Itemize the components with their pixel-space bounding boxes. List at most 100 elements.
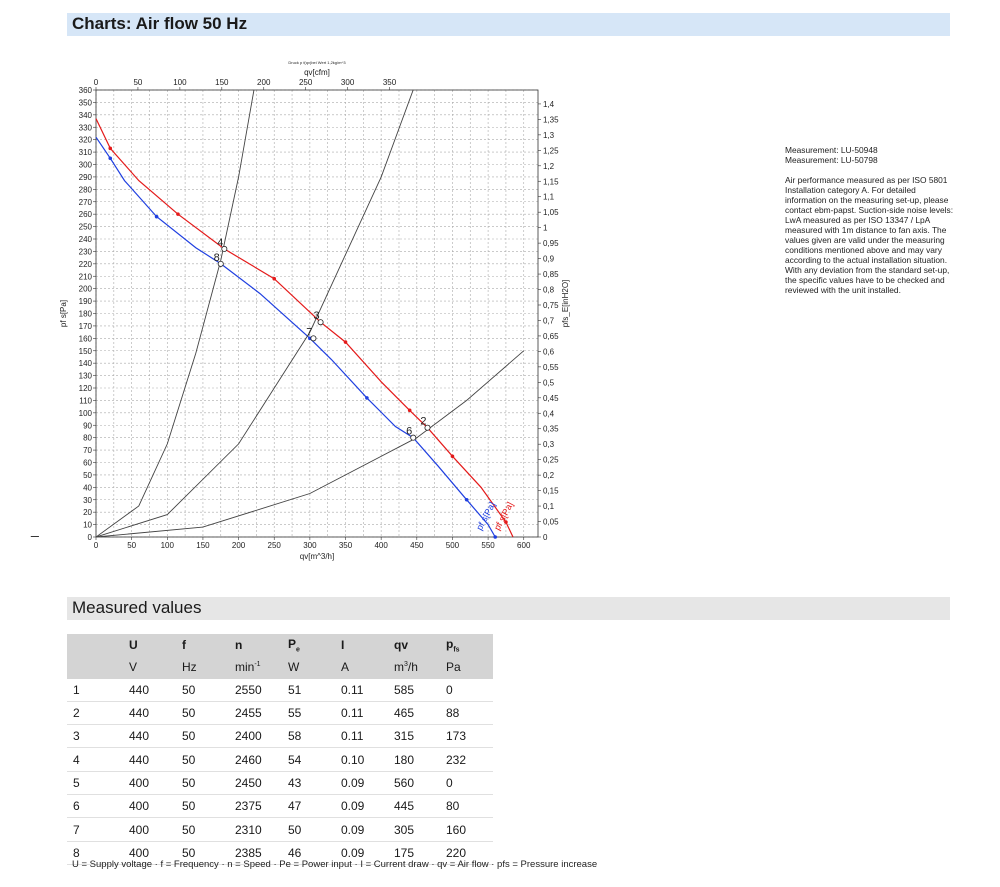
operating-point: [410, 434, 417, 441]
x2-tick-label: 150: [215, 78, 229, 87]
operating-point: [221, 245, 228, 252]
operating-point: [310, 335, 317, 342]
performance-curve: [95, 118, 514, 538]
table-cell: I: [335, 634, 388, 657]
y-tick-label: 330: [79, 123, 93, 132]
measurement-description: Air performance measured as per ISO 5801…: [785, 175, 954, 295]
y2-tick-label: 0,4: [543, 409, 555, 418]
table-row: 2 440 50 2455 55 0.11 465 88: [67, 701, 493, 726]
operating-point-label: 6: [406, 426, 412, 438]
table-cell: 585: [388, 678, 440, 702]
table-cell: 173: [440, 724, 493, 749]
table-cell: 400: [123, 817, 176, 842]
x-tick-label: 250: [268, 541, 282, 550]
curve-marker: [450, 454, 455, 459]
table-cell: pfs: [440, 634, 493, 657]
x-tick-label: 600: [517, 541, 531, 550]
x-tick-label: 200: [232, 541, 246, 550]
x-tick-label: 0: [94, 541, 99, 550]
table-cell: 50: [176, 841, 229, 865]
operating-point-label: 3: [313, 310, 319, 322]
x-tick-label: 450: [410, 541, 424, 550]
y-tick-label: 230: [79, 247, 93, 256]
y2-tick-label: 1,25: [543, 146, 559, 155]
table-cell: 0: [440, 771, 493, 796]
y-tick-label: 40: [83, 483, 92, 492]
table-cell: 440: [123, 724, 176, 749]
table-cell: [67, 634, 123, 657]
table-cell: 400: [123, 794, 176, 819]
x2-axis-label: qv[cfm]: [304, 68, 330, 77]
x-tick-label: 500: [446, 541, 460, 550]
y2-tick-label: 0,1: [543, 502, 555, 511]
table-cell: qv: [388, 634, 440, 657]
table-cell: 2460: [229, 747, 282, 772]
x2-tick-label: 0: [94, 78, 99, 87]
x-tick-label: 400: [374, 541, 388, 550]
table-cell: 2450: [229, 771, 282, 796]
table-cell: 0.11: [335, 724, 388, 749]
table-cell: 2550: [229, 678, 282, 702]
table-cell: 0: [440, 678, 493, 702]
y2-tick-label: 0,2: [543, 471, 555, 480]
y-tick-label: 30: [83, 496, 92, 505]
operating-point-label: 4: [217, 237, 223, 249]
y-tick-label: 20: [83, 508, 92, 517]
measurement-line: Measurement: LU-50798: [785, 155, 878, 165]
y-tick-label: 100: [79, 409, 93, 418]
curve-marker: [154, 214, 159, 219]
table-cell: 2385: [229, 841, 282, 865]
y2-tick-label: 1,2: [543, 162, 555, 171]
system-curve: [96, 90, 255, 537]
table-cell: 560: [388, 771, 440, 796]
table-cell: 51: [282, 678, 335, 702]
y2-tick-label: 1,1: [543, 193, 555, 202]
table-legend: U = Supply voltage · f = Frequency · n =…: [72, 859, 598, 870]
y-tick-label: 340: [79, 111, 93, 120]
table-cell: 0.09: [335, 794, 388, 819]
table-row: 5 400 50 2450 43 0.09 560 0: [67, 771, 493, 796]
system-curve: [96, 350, 524, 537]
table-cell: 2: [67, 701, 123, 726]
table-cell: 440: [123, 678, 176, 702]
y2-tick-label: 1,4: [543, 100, 555, 109]
table-cell: 2375: [229, 794, 282, 819]
y-tick-label: 170: [79, 322, 93, 331]
table-cell: 0.09: [335, 771, 388, 796]
table-cell: 2455: [229, 701, 282, 726]
table-cell: 50: [176, 771, 229, 796]
table-cell: 50: [176, 724, 229, 749]
table-cell: W: [282, 656, 335, 679]
table-cell: U: [123, 634, 176, 657]
table-cell: 88: [440, 701, 493, 726]
table-row: 6 400 50 2375 47 0.09 445 80: [67, 794, 493, 819]
y-tick-label: 190: [79, 297, 93, 306]
table-cell: 4: [67, 747, 123, 772]
table-cell: n: [229, 634, 282, 657]
y2-tick-label: 0: [543, 533, 548, 542]
table-cell: V: [123, 656, 176, 679]
table-cell: 220: [440, 841, 493, 865]
y2-tick-label: 1: [543, 224, 548, 233]
y2-tick-label: 0,45: [543, 394, 559, 403]
table-cell: min-1: [229, 656, 282, 679]
y2-tick-label: 0,55: [543, 363, 559, 372]
table-cell: 2400: [229, 724, 282, 749]
table-cell: 400: [123, 841, 176, 865]
x-tick-label: 300: [303, 541, 317, 550]
table-cell: 180: [388, 747, 440, 772]
y-tick-label: 70: [83, 446, 92, 455]
table-cell: 6: [67, 794, 123, 819]
y-tick-label: 110: [79, 396, 92, 405]
operating-point: [317, 319, 324, 326]
y-tick-label: 180: [79, 310, 93, 319]
y-tick-label: 90: [83, 421, 92, 430]
y-tick-label: 120: [79, 384, 93, 393]
x2-tick-label: 50: [133, 78, 142, 87]
y-tick-label: 350: [79, 98, 93, 107]
curve-marker: [407, 408, 412, 413]
system-curve: [96, 90, 414, 537]
x2-tick-label: 300: [341, 78, 355, 87]
x-tick-label: 150: [196, 541, 210, 550]
